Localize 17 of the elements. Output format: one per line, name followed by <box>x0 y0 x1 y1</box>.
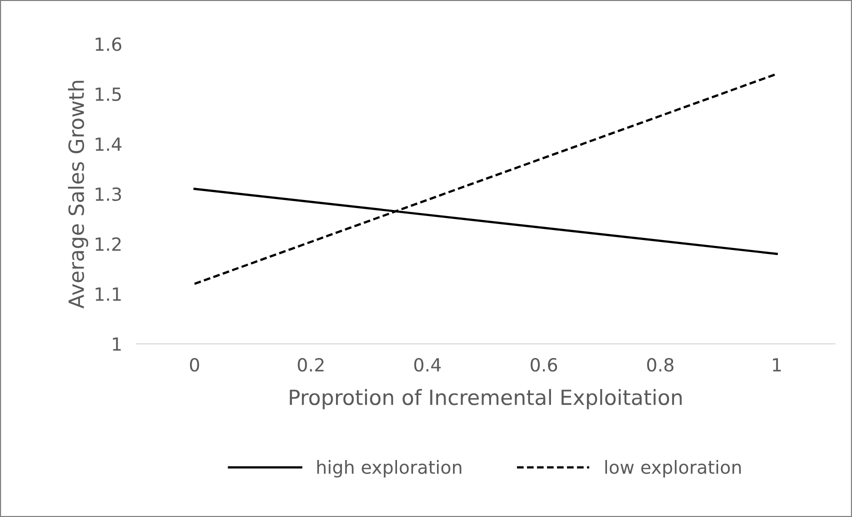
x-tick-label: 0.2 <box>298 358 324 372</box>
y-tick-label: 1.5 <box>96 88 121 102</box>
y-tick-label: 1.6 <box>96 37 122 52</box>
legend-label: low exploration <box>605 460 741 478</box>
x-tick-label: 0.4 <box>414 358 441 372</box>
x-axis-title: Proprotion of Incremental Exploitation <box>290 389 682 410</box>
x-tick-label: 0 <box>190 358 200 372</box>
x-tick-label: 0.6 <box>530 358 558 372</box>
y-axis-title: Average Sales Growth <box>68 80 88 309</box>
y-tick-label: 1.3 <box>96 187 121 201</box>
y-tick-label: 1 <box>112 338 121 351</box>
x-tick-label: 1 <box>772 358 781 372</box>
legend-label: high exploration <box>317 460 462 478</box>
x-tick-label: 0.8 <box>647 358 674 372</box>
y-tick-label: 1.1 <box>96 288 121 301</box>
y-tick-label: 1.4 <box>96 138 122 151</box>
y-tick-label: 1.2 <box>96 237 121 251</box>
